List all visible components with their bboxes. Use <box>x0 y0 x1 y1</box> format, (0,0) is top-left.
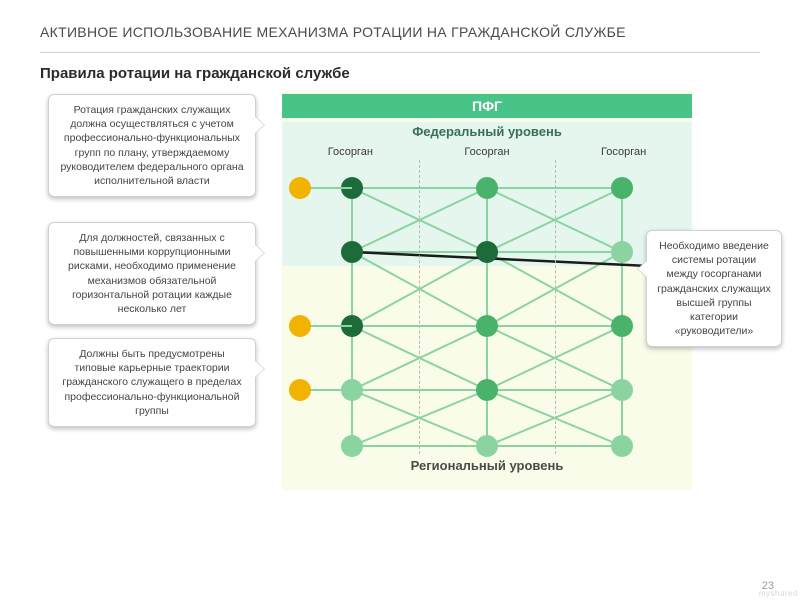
divider <box>40 52 760 53</box>
callout-1: Ротация гражданских служащих должна осущ… <box>48 94 256 197</box>
network-svg <box>282 90 692 490</box>
watermark: myshared <box>759 589 798 598</box>
subtitle: Правила ротации на гражданской службе <box>0 65 800 90</box>
diagram-panel: ПФГ Федеральный уровень Госорган Госорга… <box>282 90 692 490</box>
callout-3: Должны быть предусмотрены типовые карьер… <box>48 338 256 427</box>
slide-title: АКТИВНОЕ ИСПОЛЬЗОВАНИЕ МЕХАНИЗМА РОТАЦИИ… <box>0 0 800 52</box>
callout-4: Необходимо введение системы ротации межд… <box>646 230 782 347</box>
callout-2: Для должностей, связанных с повышенными … <box>48 222 256 325</box>
content-area: ПФГ Федеральный уровень Госорган Госорга… <box>0 90 800 540</box>
